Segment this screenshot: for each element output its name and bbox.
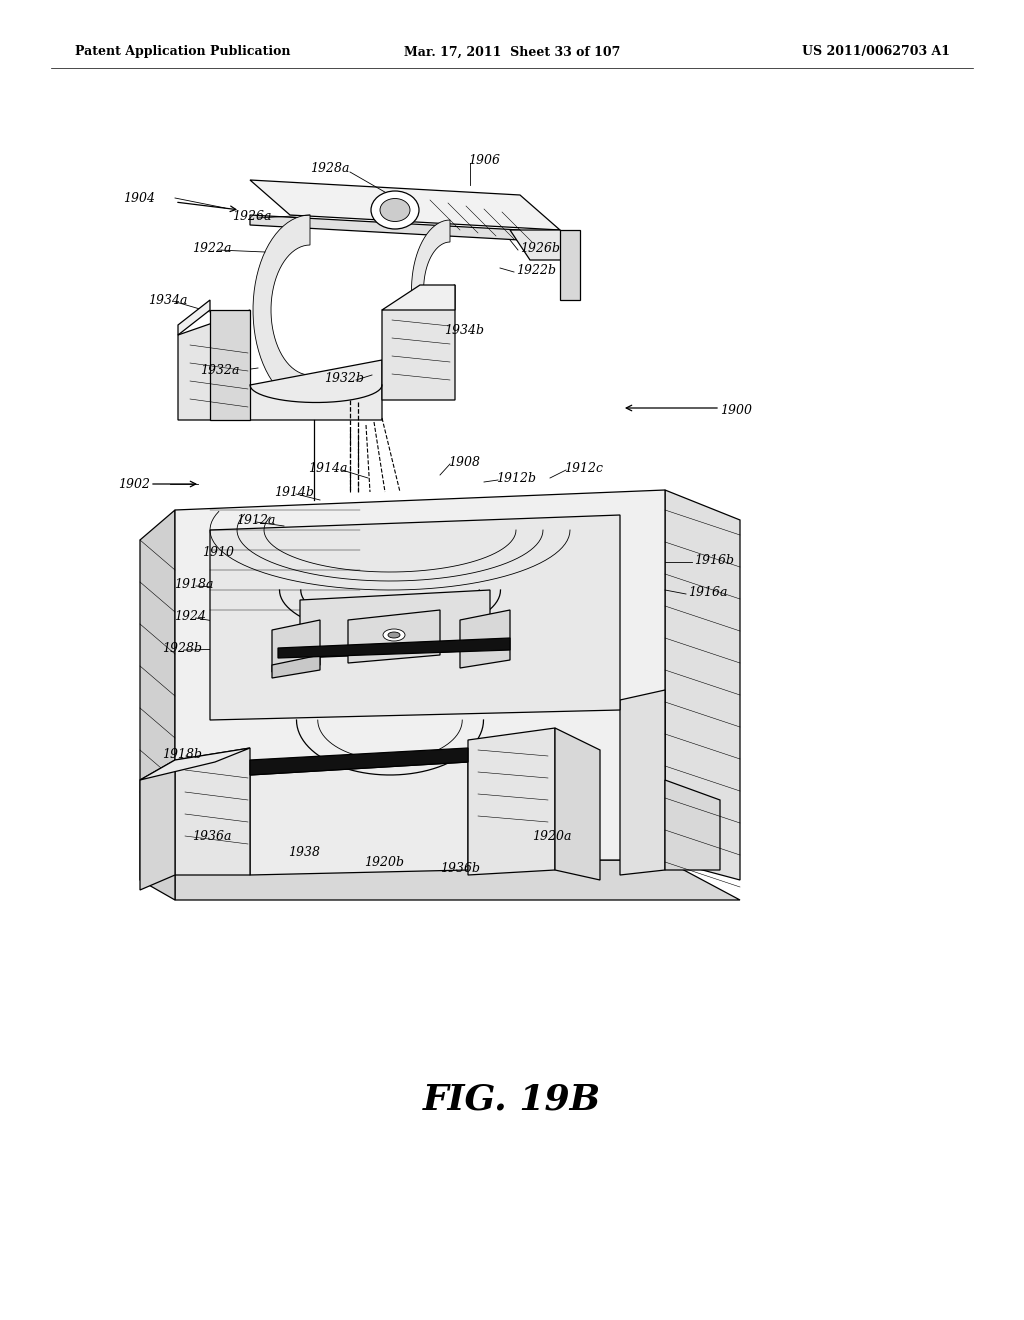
Text: 1916a: 1916a (688, 586, 727, 598)
Text: 1920b: 1920b (364, 855, 404, 869)
Text: 1936b: 1936b (440, 862, 480, 874)
Polygon shape (272, 655, 319, 678)
Text: 1902: 1902 (118, 478, 150, 491)
Polygon shape (382, 285, 455, 310)
Polygon shape (460, 610, 510, 668)
Polygon shape (210, 310, 250, 420)
Text: 1928a: 1928a (310, 161, 349, 174)
Polygon shape (140, 510, 175, 900)
Text: 1922b: 1922b (516, 264, 556, 276)
Polygon shape (250, 180, 560, 230)
Polygon shape (250, 762, 468, 875)
Polygon shape (272, 620, 319, 672)
Polygon shape (140, 760, 175, 890)
Polygon shape (555, 729, 600, 880)
Text: FIG. 19B: FIG. 19B (423, 1082, 601, 1117)
Text: 1920a: 1920a (532, 829, 571, 842)
Text: 1900: 1900 (720, 404, 752, 417)
Polygon shape (178, 310, 250, 420)
Polygon shape (250, 748, 468, 775)
Polygon shape (278, 638, 510, 657)
Polygon shape (510, 230, 580, 260)
Polygon shape (665, 490, 740, 880)
Text: 1932a: 1932a (200, 363, 240, 376)
Polygon shape (175, 748, 250, 875)
Polygon shape (175, 490, 665, 861)
Polygon shape (250, 360, 382, 420)
Text: 1904: 1904 (123, 191, 155, 205)
Text: 1922a: 1922a (193, 242, 231, 255)
Text: 1938: 1938 (288, 846, 319, 858)
Polygon shape (250, 215, 520, 240)
Text: 1926b: 1926b (520, 242, 560, 255)
Polygon shape (468, 729, 555, 875)
Polygon shape (300, 590, 490, 657)
Polygon shape (412, 220, 450, 360)
Polygon shape (665, 780, 720, 870)
Text: US 2011/0062703 A1: US 2011/0062703 A1 (802, 45, 950, 58)
Ellipse shape (380, 198, 410, 222)
Text: 1928b: 1928b (162, 642, 202, 655)
Text: 1924: 1924 (174, 610, 206, 623)
Polygon shape (348, 610, 440, 663)
Ellipse shape (383, 630, 406, 642)
Polygon shape (210, 515, 620, 719)
Text: 1912a: 1912a (236, 513, 275, 527)
Text: 1906: 1906 (468, 153, 500, 166)
Polygon shape (178, 300, 210, 335)
Text: 1916b: 1916b (694, 553, 734, 566)
Text: 1908: 1908 (449, 455, 480, 469)
Text: 1914a: 1914a (308, 462, 347, 474)
Polygon shape (382, 285, 455, 400)
Text: 1912b: 1912b (496, 471, 536, 484)
Text: 1936a: 1936a (193, 829, 231, 842)
Text: 1914b: 1914b (274, 486, 314, 499)
Polygon shape (175, 861, 740, 900)
Text: 1926a: 1926a (232, 210, 271, 223)
Text: 1934a: 1934a (148, 293, 187, 306)
Text: 1934b: 1934b (444, 323, 484, 337)
Text: 1910: 1910 (202, 545, 234, 558)
Polygon shape (560, 230, 580, 300)
Polygon shape (140, 748, 250, 780)
Text: Patent Application Publication: Patent Application Publication (75, 45, 291, 58)
Ellipse shape (371, 191, 419, 228)
Polygon shape (253, 215, 310, 405)
Text: 1932b: 1932b (324, 371, 364, 384)
Ellipse shape (388, 632, 400, 638)
Text: 1912c: 1912c (564, 462, 603, 474)
Text: Mar. 17, 2011  Sheet 33 of 107: Mar. 17, 2011 Sheet 33 of 107 (403, 45, 621, 58)
Text: 1918b: 1918b (162, 747, 202, 760)
Text: 1918a: 1918a (174, 578, 213, 590)
Polygon shape (620, 690, 665, 875)
